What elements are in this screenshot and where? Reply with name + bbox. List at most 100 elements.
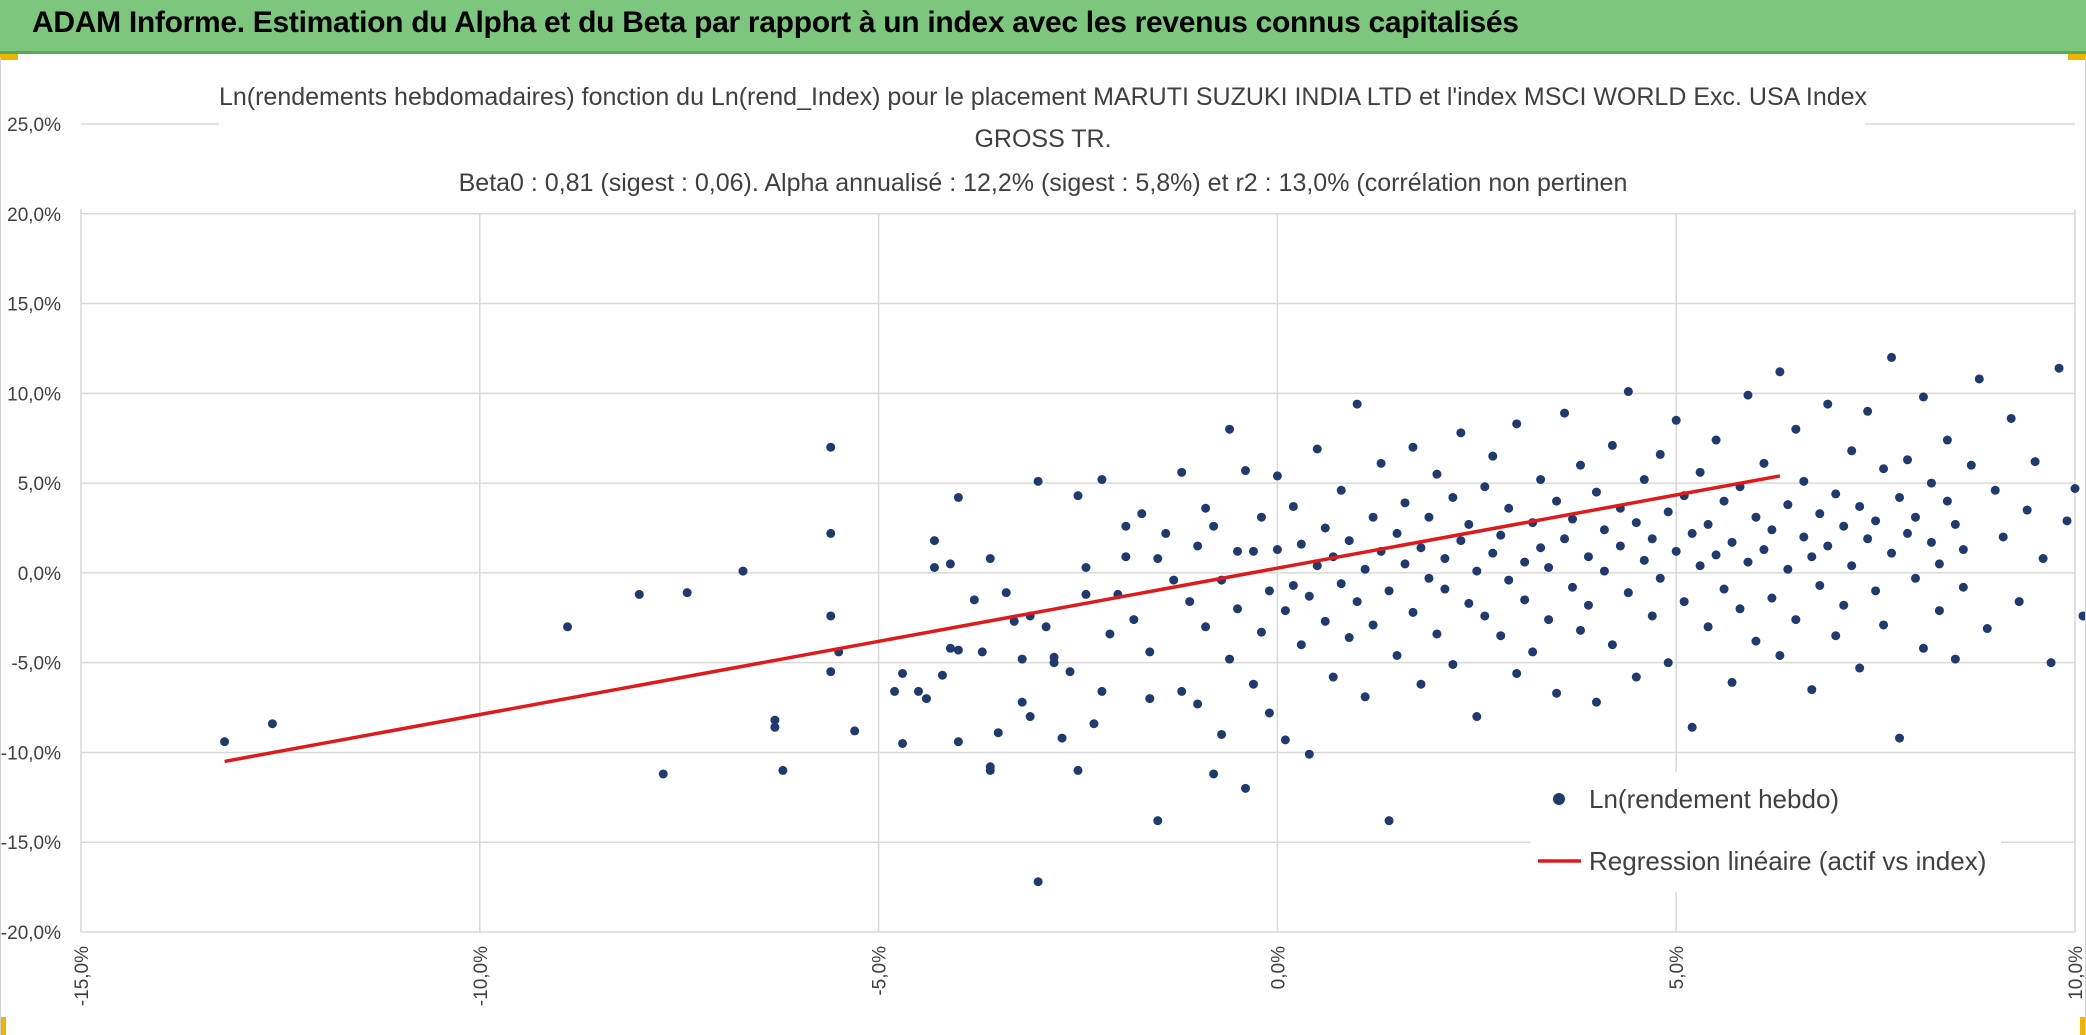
data-point <box>1456 536 1466 546</box>
data-point <box>1264 586 1274 596</box>
data-point <box>1057 733 1067 743</box>
data-point <box>1711 435 1721 445</box>
y-tick-label: 5,0% <box>18 474 61 495</box>
data-point <box>2062 516 2072 526</box>
data-point <box>1480 482 1490 492</box>
data-point <box>1536 543 1546 553</box>
data-point <box>1272 471 1282 481</box>
legend-label-regression: Regression linéaire (actif vs index) <box>1589 846 1986 876</box>
data-point <box>898 738 908 748</box>
data-point <box>658 769 668 779</box>
data-point <box>1288 580 1298 590</box>
data-point <box>1193 699 1203 709</box>
data-point <box>1512 668 1522 678</box>
data-point <box>1958 545 1968 555</box>
data-point <box>1855 501 1865 511</box>
data-point <box>1942 496 1952 506</box>
data-point <box>1568 582 1578 592</box>
data-point <box>1942 435 1952 445</box>
data-point <box>1687 722 1697 732</box>
data-point <box>1360 692 1370 702</box>
data-point <box>1607 440 1617 450</box>
data-point <box>1496 631 1506 641</box>
data-point <box>1671 415 1681 425</box>
chart-title-line-2: GROSS TR. <box>974 125 1111 153</box>
data-point <box>1073 491 1083 501</box>
data-point <box>1759 458 1769 468</box>
data-point <box>1336 485 1346 495</box>
data-point <box>1679 597 1689 607</box>
data-point <box>1145 647 1155 657</box>
data-point <box>1823 399 1833 409</box>
data-point <box>1376 458 1386 468</box>
data-point <box>1041 622 1051 632</box>
data-point <box>1400 559 1410 569</box>
data-point <box>2038 554 2048 564</box>
data-point <box>1863 406 1873 416</box>
data-point <box>1544 563 1554 573</box>
data-point <box>1671 546 1681 556</box>
data-point <box>1225 424 1235 434</box>
data-point <box>1384 816 1394 826</box>
data-point <box>1847 446 1857 456</box>
data-point <box>1129 615 1139 625</box>
data-point <box>1934 559 1944 569</box>
data-point <box>1105 629 1115 639</box>
data-point <box>1488 548 1498 558</box>
data-point <box>1775 650 1785 660</box>
data-point <box>1591 487 1601 497</box>
data-point <box>969 595 979 605</box>
data-point <box>1918 643 1928 653</box>
data-point <box>2014 597 2024 607</box>
data-point <box>1759 545 1769 555</box>
data-point <box>1631 518 1641 528</box>
data-point <box>1647 534 1657 544</box>
data-point <box>1121 521 1131 531</box>
data-point <box>1137 509 1147 519</box>
legend-label-scatter: Ln(rendement hebdo) <box>1589 784 1839 814</box>
data-point <box>929 563 939 573</box>
data-point <box>1520 557 1530 567</box>
data-point <box>682 588 692 598</box>
data-point <box>1863 534 1873 544</box>
data-point <box>1879 620 1889 630</box>
data-point <box>1918 392 1928 402</box>
data-point <box>993 728 1003 738</box>
chart-title-line-3: Beta0 : 0,81 (sigest : 0,06). Alpha annu… <box>459 169 1628 197</box>
data-point <box>220 737 230 747</box>
data-point <box>1599 525 1609 535</box>
data-point <box>1233 604 1243 614</box>
data-point <box>937 670 947 680</box>
data-point <box>1233 546 1243 556</box>
data-point <box>1472 566 1482 576</box>
y-tick-label: 25,0% <box>7 115 61 136</box>
data-point <box>1352 399 1362 409</box>
data-point <box>2046 658 2056 668</box>
data-point <box>1209 769 1219 779</box>
data-point <box>1456 428 1466 438</box>
data-point <box>1009 616 1019 626</box>
data-point <box>1025 712 1035 722</box>
data-point <box>945 559 955 569</box>
data-point <box>1248 679 1258 689</box>
y-tick-label: 15,0% <box>7 295 61 316</box>
data-point <box>1256 512 1266 522</box>
data-point <box>1751 636 1761 646</box>
data-point <box>770 715 780 725</box>
data-point <box>1400 498 1410 508</box>
data-point <box>1568 514 1578 524</box>
data-point <box>2030 457 2040 467</box>
data-point <box>1552 496 1562 506</box>
data-point <box>1201 503 1211 513</box>
data-point <box>1910 573 1920 583</box>
data-point <box>1097 686 1107 696</box>
data-point <box>2070 483 2080 493</box>
data-point <box>1560 408 1570 418</box>
data-point <box>1575 625 1585 635</box>
data-point <box>1623 387 1633 397</box>
data-point <box>1145 694 1155 704</box>
data-point <box>1783 564 1793 574</box>
data-point <box>1240 783 1250 793</box>
data-point <box>1575 460 1585 470</box>
data-point <box>1368 512 1378 522</box>
